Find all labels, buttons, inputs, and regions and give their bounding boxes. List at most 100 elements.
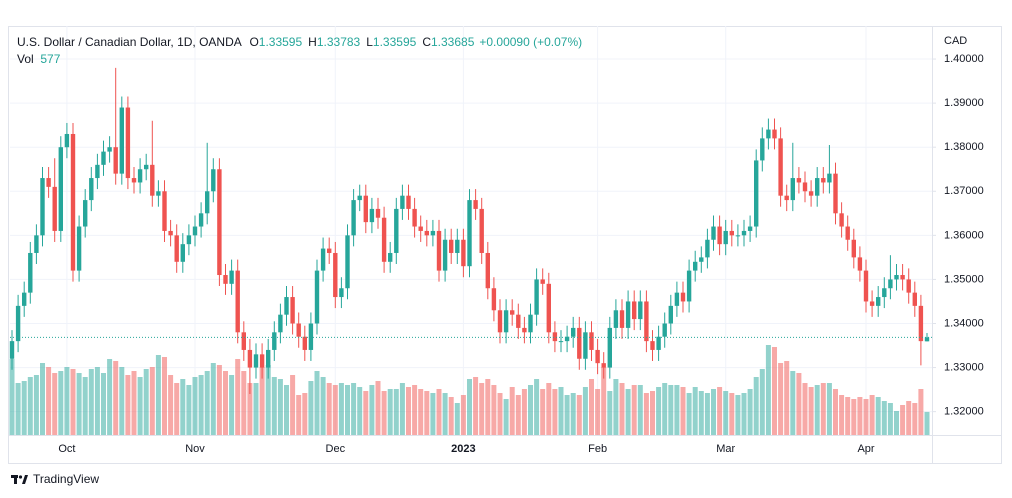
symbol-title: U.S. Dollar / Canadian Dollar, 1D, OANDA [17, 35, 242, 49]
candle-body [821, 178, 826, 183]
volume-bar [442, 393, 448, 435]
candle-body [900, 275, 905, 280]
candle-body [144, 164, 149, 170]
volume-bar [650, 391, 655, 435]
candle-body [223, 275, 228, 284]
candle-body [333, 252, 338, 298]
volume-bar [33, 375, 39, 435]
candle-body [137, 169, 143, 183]
volume-bar [387, 389, 393, 435]
legend-header: U.S. Dollar / Canadian Dollar, 1D, OANDA… [17, 35, 587, 49]
volume-bar [277, 379, 283, 435]
ohlc-value: 1.33595 [372, 35, 417, 49]
volume-bar [58, 371, 64, 435]
volume-bar [546, 383, 552, 435]
volume-bar [619, 383, 625, 435]
candle-body [217, 169, 222, 276]
candle-body [284, 297, 289, 315]
volume-bar [381, 391, 387, 435]
volume-header: Vol 577 [17, 52, 65, 66]
candle-body [601, 363, 606, 368]
candle-body [540, 279, 545, 284]
volume-layer [9, 345, 930, 435]
volume-bar [448, 397, 454, 435]
candle-body [113, 147, 118, 174]
candle-body [528, 314, 533, 333]
volume-bar [521, 389, 527, 435]
candle-body [662, 323, 667, 337]
candle-body [845, 226, 850, 240]
volume-bar [399, 383, 405, 435]
volume-bar [479, 383, 485, 435]
volume-bar [338, 383, 344, 435]
candle-body [314, 270, 320, 324]
y-tick-label: 1.37000 [944, 185, 984, 197]
volume-bar [912, 403, 918, 435]
x-tick-label: 2023 [451, 443, 475, 455]
volume-bar [558, 387, 564, 435]
volume-bar [265, 365, 271, 435]
volume-bar [802, 383, 808, 435]
volume-bar [497, 393, 503, 435]
volume-bar [363, 391, 369, 435]
volume-bar [235, 359, 241, 435]
candle-body [442, 239, 448, 271]
candle-body [686, 270, 692, 302]
volume-bar [589, 379, 594, 435]
volume-bar [467, 379, 472, 435]
volume-bar [454, 403, 460, 435]
volume-bar [784, 361, 790, 435]
candle-body [253, 354, 259, 368]
volume-bar [259, 367, 265, 435]
volume-bar [826, 383, 832, 435]
candle-body [589, 332, 594, 350]
volume-bar [40, 363, 45, 435]
volume-bar [393, 389, 399, 435]
candle-body [83, 200, 88, 227]
volume-bar [717, 387, 723, 435]
candle-body [717, 226, 722, 245]
candle-body [863, 270, 869, 302]
candle-body [150, 164, 155, 196]
candle-body [34, 235, 39, 253]
volume-bar [857, 397, 863, 435]
volume-bar [808, 387, 814, 435]
y-tick-label: 1.39000 [944, 97, 984, 109]
volume-bar [656, 387, 662, 435]
volume-bar [631, 385, 637, 435]
candle-body [918, 305, 924, 342]
volume-bar [900, 405, 906, 435]
candle-body [778, 138, 783, 196]
volume-bar [698, 391, 704, 435]
candle-body [205, 191, 210, 214]
candle-body [680, 292, 686, 302]
candle-body [125, 107, 131, 179]
volume-bar [180, 379, 186, 435]
volume-bar [668, 385, 674, 435]
candle-body [876, 297, 881, 306]
candle-body [400, 195, 405, 209]
candle-body [107, 147, 112, 152]
volume-bar [820, 383, 826, 435]
volume-bar [473, 377, 479, 435]
volume-bar [723, 391, 729, 435]
volume-bar [729, 393, 735, 435]
volume-bar [418, 389, 424, 435]
volume-bar [82, 377, 88, 435]
volume-bar [131, 371, 137, 435]
volume-bar [9, 359, 15, 435]
candle-body [436, 230, 442, 271]
volume-bar [70, 369, 76, 435]
volume-bar [406, 387, 411, 435]
candle-body [52, 186, 57, 231]
y-tick-label: 1.35000 [944, 273, 984, 285]
candle-body [699, 257, 704, 262]
candle-body [668, 305, 673, 324]
volume-bar [290, 375, 296, 435]
volume-bar [64, 367, 70, 435]
candle-body [479, 208, 484, 253]
candle-body [491, 288, 497, 311]
volume-bar [174, 383, 180, 435]
candle-body [449, 239, 454, 253]
